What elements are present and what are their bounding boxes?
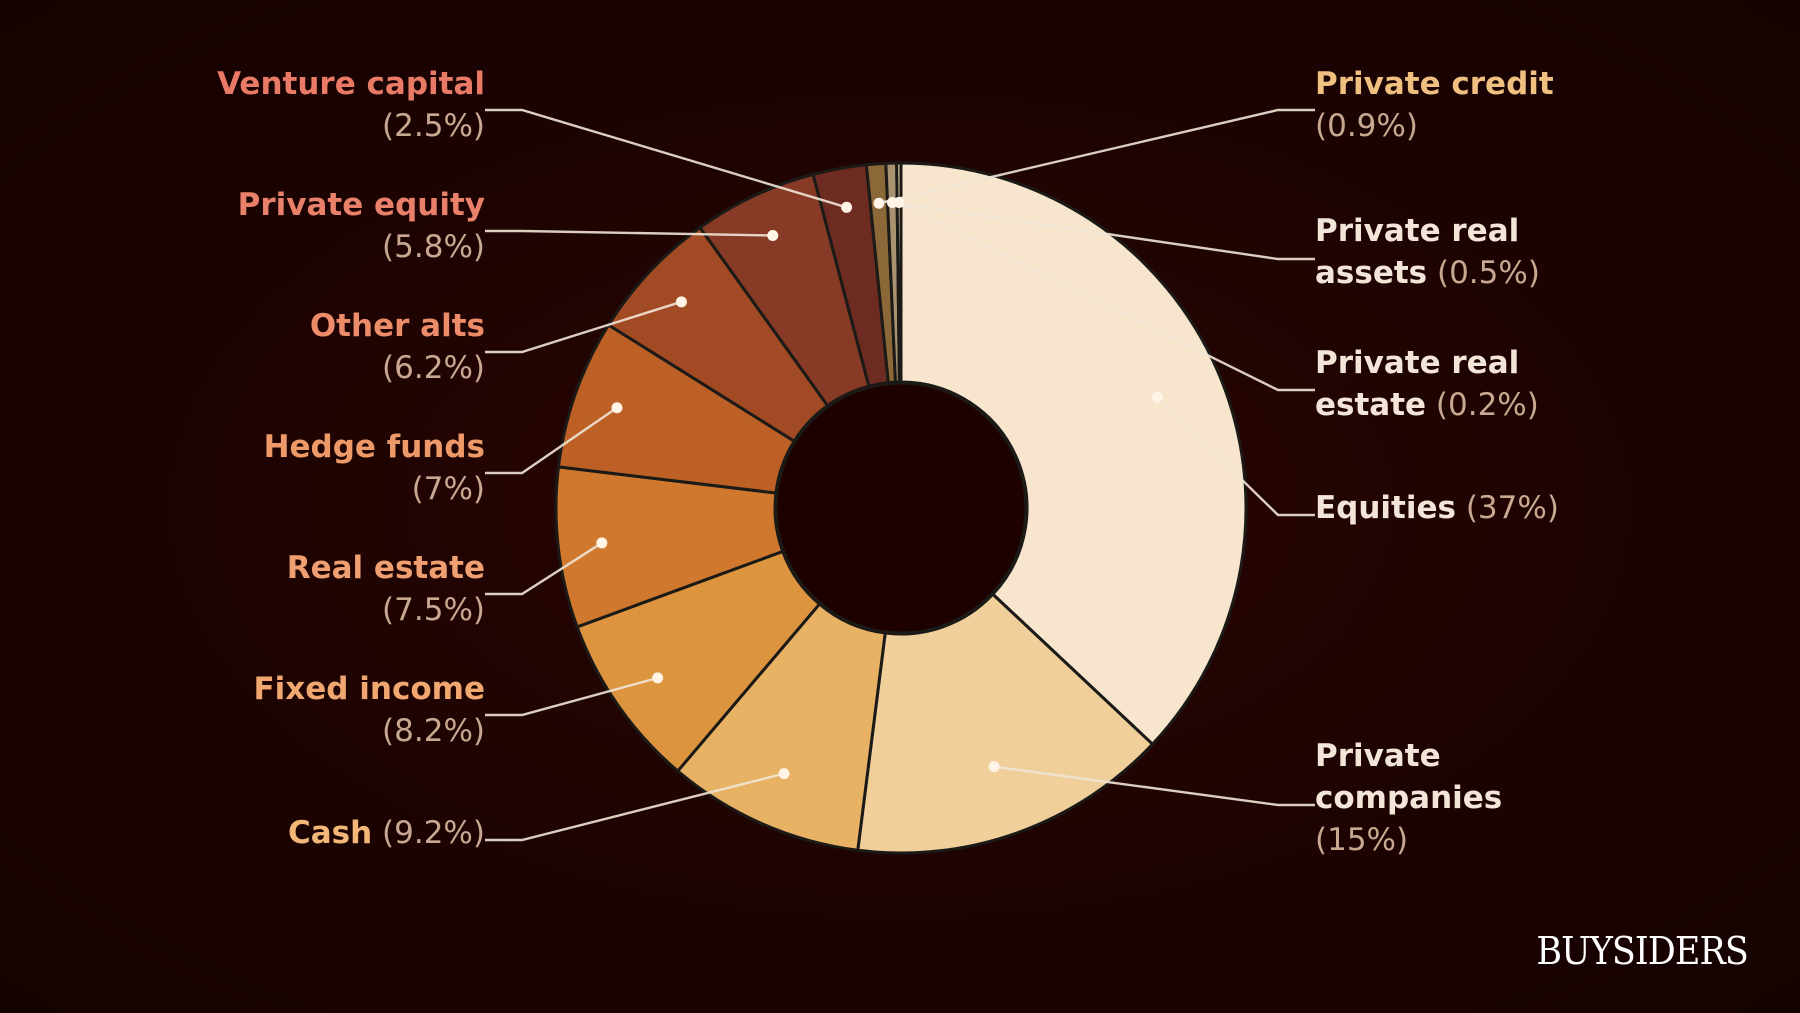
leader-hedge-funds	[485, 406, 618, 475]
leader-dot-hedge-funds	[611, 402, 623, 414]
label-pct: (15%)	[1315, 822, 1408, 858]
leader-private-credit	[878, 108, 1315, 205]
label-name: Private equity	[238, 187, 485, 223]
label-name: Private real	[1315, 345, 1519, 381]
label-private-companies: Private companies (15%)	[1315, 738, 1502, 858]
label-name: Private	[1315, 738, 1441, 774]
leader-real-estate	[485, 541, 603, 596]
donut-hole	[774, 381, 1028, 635]
label-pct: (7%)	[412, 471, 485, 507]
label-venture-capital: Venture capital (2.5%)	[217, 66, 485, 144]
leader-private-equity	[485, 229, 773, 237]
label-other-alts: Other alts (6.2%)	[310, 308, 485, 386]
label-name: Private credit	[1315, 66, 1554, 102]
label-pct: (8.2%)	[382, 713, 485, 749]
label-equities: Equities (37%)	[1315, 490, 1559, 526]
label-name: Private real	[1315, 213, 1519, 249]
leader-dot-venture-capital	[841, 201, 853, 213]
label-pct: (0.9%)	[1315, 108, 1418, 144]
label-private-equity: Private equity (5.8%)	[238, 187, 485, 265]
leader-dot-cash	[778, 768, 790, 780]
label-pct: (2.5%)	[382, 108, 485, 144]
leader-fixed-income	[485, 676, 658, 717]
label-name: assets	[1315, 255, 1427, 291]
label-name: Hedge funds	[264, 429, 485, 465]
label-name: Real estate	[287, 550, 485, 586]
leaders-group	[485, 108, 1315, 842]
label-pct: (9.2%)	[372, 815, 485, 851]
leader-dot-private-credit	[873, 197, 885, 209]
labels-group: Equities (37%) Private companies (15%) Cash …	[217, 66, 1559, 858]
label-pct: (0.5%)	[1427, 255, 1540, 291]
label-name: Other alts	[310, 308, 485, 344]
label-private-real-estate: Private real estate (0.2%)	[1315, 345, 1539, 423]
label-pct: (0.2%)	[1426, 387, 1539, 423]
leader-private-real-estate	[898, 201, 1315, 392]
label-name: Fixed income	[253, 671, 485, 707]
leader-dot-private-equity	[767, 229, 779, 241]
label-pct: (7.5%)	[382, 592, 485, 628]
leader-private-real-assets	[892, 201, 1315, 261]
leader-private-companies	[993, 765, 1315, 807]
leader-other-alts	[485, 300, 682, 354]
leader-dot-private-real-estate	[893, 196, 905, 208]
label-fixed-income: Fixed income (8.2%)	[253, 671, 485, 749]
label-pct: (6.2%)	[382, 350, 485, 386]
label-cash: Cash (9.2%)	[288, 815, 485, 851]
label-name: Equities	[1315, 490, 1456, 526]
label-real-estate: Real estate (7.5%)	[287, 550, 485, 628]
leader-dot-real-estate	[596, 537, 608, 549]
label-hedge-funds: Hedge funds (7%)	[264, 429, 485, 507]
label-name: Venture capital	[217, 66, 485, 102]
label-name: Cash	[288, 815, 372, 851]
label-pct: (37%)	[1456, 490, 1559, 526]
brand-logo: BUYSIDERS	[1536, 929, 1748, 973]
leader-venture-capital	[485, 108, 847, 209]
label-pct: (5.8%)	[382, 229, 485, 265]
label-private-credit: Private credit (0.9%)	[1315, 66, 1554, 144]
leader-equities	[1156, 396, 1315, 517]
leader-dot-equities	[1151, 391, 1163, 403]
leader-dot-private-companies	[988, 761, 1000, 773]
label-name: companies	[1315, 780, 1502, 816]
leader-cash	[485, 772, 785, 842]
label-private-real-assets: Private real assets (0.5%)	[1315, 213, 1540, 291]
leader-dot-other-alts	[675, 296, 687, 308]
leader-dot-fixed-income	[652, 672, 664, 684]
label-name: estate	[1315, 387, 1426, 423]
